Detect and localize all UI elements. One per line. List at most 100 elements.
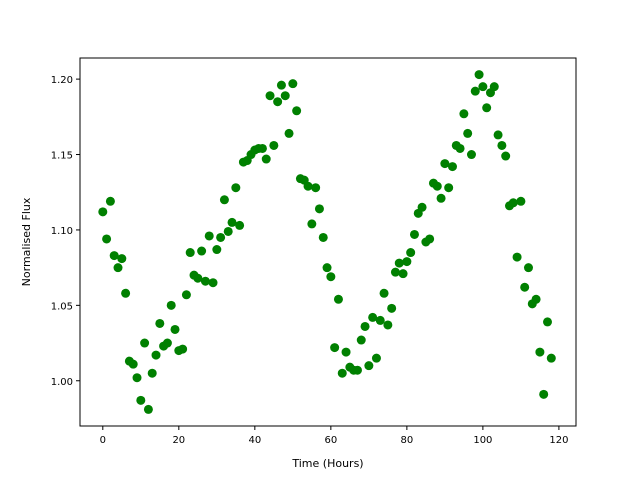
point xyxy=(292,106,302,116)
point xyxy=(356,335,366,345)
point xyxy=(333,294,343,304)
point xyxy=(231,183,241,193)
point xyxy=(197,246,207,256)
point xyxy=(143,404,153,414)
point xyxy=(379,288,389,298)
point xyxy=(200,276,210,286)
x-tick-label: 60 xyxy=(324,435,337,446)
point xyxy=(398,269,408,279)
point xyxy=(155,318,165,328)
point xyxy=(546,353,556,363)
point xyxy=(341,347,351,357)
point xyxy=(121,288,131,298)
point xyxy=(276,80,286,90)
point xyxy=(478,82,488,92)
point xyxy=(318,232,328,242)
point xyxy=(219,195,229,205)
point xyxy=(440,159,450,169)
y-tick-label: 1.05 xyxy=(51,301,73,312)
point xyxy=(406,248,416,258)
point xyxy=(463,128,473,138)
point xyxy=(520,282,530,292)
point xyxy=(364,361,374,371)
point xyxy=(390,267,400,277)
point xyxy=(383,320,393,330)
point xyxy=(470,86,480,96)
point xyxy=(482,103,492,113)
point xyxy=(322,263,332,273)
point xyxy=(151,350,161,360)
y-tick-label: 1.10 xyxy=(51,226,73,237)
point xyxy=(375,315,385,325)
point xyxy=(117,254,127,264)
x-axis-label: Time (Hours) xyxy=(291,457,363,470)
point xyxy=(170,324,180,334)
point xyxy=(314,204,324,214)
point xyxy=(147,368,157,378)
point xyxy=(387,303,397,313)
point xyxy=(288,79,298,89)
point xyxy=(371,353,381,363)
point xyxy=(140,338,150,348)
point xyxy=(311,183,321,193)
x-tick-label: 40 xyxy=(248,435,261,446)
point xyxy=(178,344,188,354)
point xyxy=(508,198,518,208)
point xyxy=(102,234,112,244)
point xyxy=(128,359,138,369)
point xyxy=(337,368,347,378)
point xyxy=(417,202,427,212)
point xyxy=(425,234,435,244)
point xyxy=(531,294,541,304)
point xyxy=(368,312,378,322)
point xyxy=(402,257,412,267)
point xyxy=(459,109,469,119)
point xyxy=(113,263,123,273)
point xyxy=(166,300,176,310)
point xyxy=(307,219,317,229)
y-axis-label: Normalised Flux xyxy=(20,197,33,286)
point xyxy=(265,91,275,101)
plot-frame xyxy=(79,57,577,427)
point xyxy=(223,226,233,236)
x-tick-label: 80 xyxy=(400,435,413,446)
point xyxy=(109,251,119,261)
point xyxy=(516,196,526,206)
point xyxy=(212,245,222,255)
point xyxy=(216,232,226,242)
point xyxy=(539,389,549,399)
point xyxy=(273,97,283,107)
point xyxy=(136,395,146,405)
point xyxy=(436,193,446,203)
y-tick-label: 1.00 xyxy=(51,377,73,388)
point xyxy=(269,140,279,150)
point xyxy=(535,347,545,357)
point xyxy=(227,217,237,227)
point xyxy=(444,183,454,193)
x-tick-label: 20 xyxy=(172,435,185,446)
point xyxy=(132,373,142,383)
point xyxy=(512,252,522,262)
point xyxy=(330,343,340,353)
point xyxy=(523,263,533,273)
point xyxy=(352,365,362,375)
point xyxy=(185,248,195,258)
point xyxy=(542,317,552,327)
x-tick-label: 120 xyxy=(549,435,568,446)
point xyxy=(257,143,267,153)
point xyxy=(432,181,442,191)
point xyxy=(455,143,465,153)
point xyxy=(162,338,172,348)
x-tick-label: 100 xyxy=(473,435,492,446)
point xyxy=(501,151,511,161)
point xyxy=(497,140,507,150)
point xyxy=(493,130,503,140)
point xyxy=(474,70,484,80)
point xyxy=(466,150,476,160)
x-tick-label: 0 xyxy=(100,435,106,446)
point xyxy=(193,273,203,283)
y-tick-label: 1.15 xyxy=(51,151,73,162)
y-tick-label: 1.20 xyxy=(51,75,73,86)
point xyxy=(489,82,499,92)
